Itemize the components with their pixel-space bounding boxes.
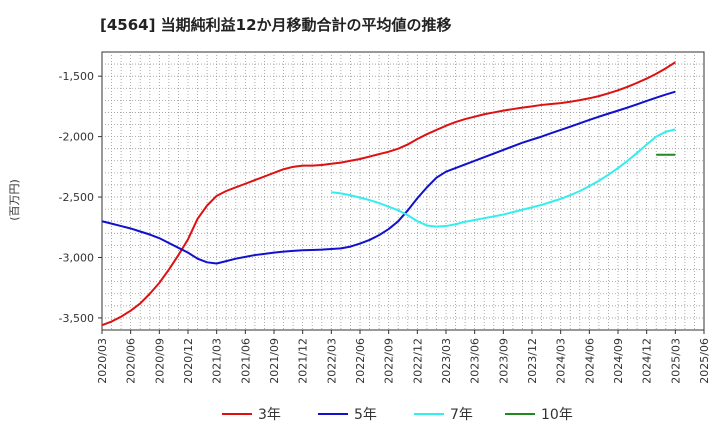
y-tick-label: -3,000 (59, 251, 94, 264)
series-line-3年 (101, 61, 676, 327)
x-tick-label: 2025/06 (698, 338, 711, 384)
x-tick-label: 2022/03 (325, 338, 338, 384)
x-tick-label: 2021/06 (239, 338, 252, 384)
x-tick-label: 2022/12 (411, 338, 424, 384)
y-tick-label: -2,000 (59, 131, 94, 144)
series-line-7年 (331, 128, 676, 228)
series-line-5年 (101, 90, 676, 265)
x-tick-label: 2020/09 (153, 338, 166, 384)
y-axis-ticks: -1,500 -2,000 -2,500 -3,000 -3,500 (59, 70, 102, 325)
x-tick-label: 2024/06 (583, 338, 596, 384)
x-tick-label: 2024/12 (641, 338, 654, 384)
x-tick-label: 2021/09 (268, 338, 281, 384)
plot-area (101, 51, 705, 331)
y-tick-label: -3,500 (59, 312, 94, 325)
legend-label: 10年 (541, 407, 573, 423)
x-tick-label: 2021/12 (297, 338, 310, 384)
legend: 3年 5年 7年 10年 (222, 407, 573, 423)
legend-label: 3年 (258, 407, 281, 423)
legend-label: 5年 (354, 407, 377, 423)
x-tick-label: 2020/03 (96, 338, 109, 384)
y-axis-label: (百万円) (8, 179, 21, 221)
series-lines (101, 61, 676, 327)
legend-label: 7年 (450, 407, 473, 423)
x-axis-ticks: 2020/03 2020/06 2020/09 2020/12 2021/03 2021/… (96, 330, 711, 384)
x-tick-label: 2020/12 (182, 338, 195, 384)
x-tick-label: 2023/09 (497, 338, 510, 384)
x-tick-label: 2021/03 (211, 338, 224, 384)
y-tick-label: -2,500 (59, 191, 94, 204)
x-tick-label: 2022/06 (354, 338, 367, 384)
x-tick-label: 2024/09 (612, 338, 625, 384)
x-tick-label: 2024/03 (555, 338, 568, 384)
x-tick-label: 2022/09 (383, 338, 396, 384)
chart-title: [4564] 当期純利益12か月移動合計の平均値の推移 (100, 16, 452, 34)
x-tick-label: 2025/03 (669, 338, 682, 384)
y-tick-label: -1,500 (59, 70, 94, 83)
x-tick-label: 2023/03 (440, 338, 453, 384)
x-tick-label: 2023/12 (526, 338, 539, 384)
x-tick-label: 2023/06 (469, 338, 482, 384)
x-tick-label: 2020/06 (125, 338, 138, 384)
